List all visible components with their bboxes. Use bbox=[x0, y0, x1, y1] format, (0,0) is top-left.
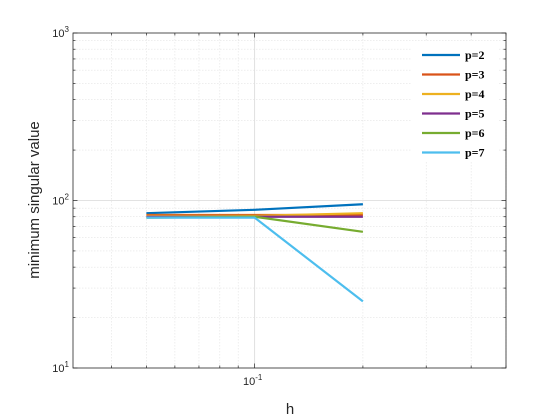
legend-label-p-6: p=6 bbox=[465, 126, 485, 140]
legend-box bbox=[412, 42, 498, 162]
x-axis-label: h bbox=[286, 401, 294, 418]
y-tick-label: 102 bbox=[52, 193, 69, 208]
legend-label-p-5: p=5 bbox=[465, 107, 485, 121]
legend-label-p-4: p=4 bbox=[465, 87, 485, 101]
series-line-p-2 bbox=[146, 203, 363, 215]
legend-label-p-3: p=3 bbox=[465, 68, 485, 82]
legend-label-p-2: p=2 bbox=[465, 48, 485, 62]
series-lines bbox=[146, 203, 364, 303]
x-tick-label: 10-1 bbox=[243, 373, 263, 388]
y-tick-label: 103 bbox=[52, 25, 69, 40]
series-line-p-7 bbox=[146, 216, 364, 303]
legend: p=2 p=3 p=4 p=5 p=6 p=7 bbox=[412, 42, 498, 162]
legend-label-p-7: p=7 bbox=[465, 146, 485, 160]
y-tick-label: 101 bbox=[52, 360, 69, 375]
axis-ticks: 101 102 103 10-1 bbox=[52, 25, 507, 388]
y-axis-label: minimum singular value bbox=[26, 121, 43, 279]
